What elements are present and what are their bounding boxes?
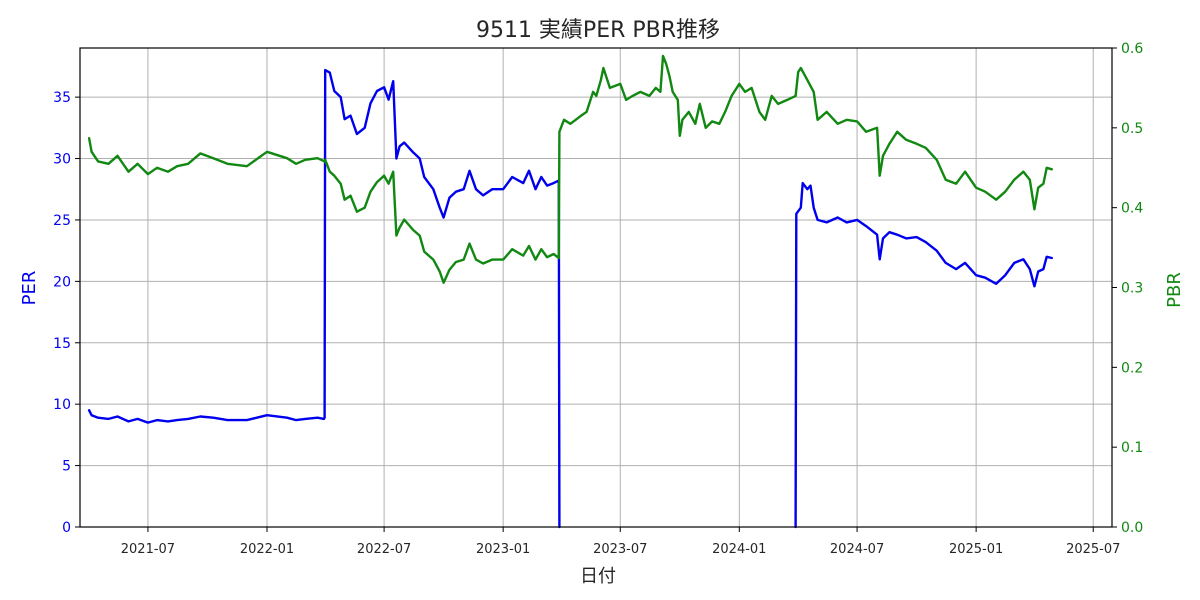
left-y-axis: 0 5 10 15 20 25 30 35 — [53, 90, 80, 536]
x-tick-label: 2023-07 — [593, 542, 647, 557]
grid-lines — [80, 48, 1112, 528]
x-tick-label: 2022-07 — [357, 542, 411, 557]
x-tick-label: 2022-01 — [240, 542, 294, 557]
right-tick-label: 0.1 — [1121, 440, 1143, 456]
left-tick-label: 30 — [53, 152, 71, 168]
x-axis: 2021-07 2022-01 2022-07 2023-01 2023-07 2024-… — [121, 527, 1120, 557]
right-tick-label: 0.0 — [1121, 520, 1143, 536]
left-tick-label: 10 — [53, 397, 71, 413]
left-tick-label: 15 — [53, 336, 71, 352]
x-tick-label: 2021-07 — [121, 542, 175, 557]
series-lines — [87, 54, 1054, 529]
left-tick-label: 25 — [53, 213, 71, 229]
right-tick-label: 0.3 — [1121, 281, 1143, 297]
left-tick-label: 35 — [53, 90, 71, 106]
x-tick-label: 2025-07 — [1066, 542, 1120, 557]
right-y-axis: 0.0 0.1 0.2 0.3 0.4 0.5 0.6 — [1112, 41, 1143, 536]
left-tick-label: 5 — [62, 459, 71, 475]
x-tick-label: 2023-01 — [476, 542, 530, 557]
plot-frame — [79, 47, 1113, 528]
right-tick-label: 0.6 — [1121, 41, 1143, 57]
right-tick-label: 0.5 — [1121, 121, 1143, 137]
x-tick-label: 2024-07 — [830, 542, 884, 557]
x-tick-label: 2024-01 — [712, 542, 766, 557]
chart-title: 9511 実績PER PBR推移 — [476, 18, 720, 43]
left-tick-label: 20 — [53, 274, 71, 290]
right-axis-label: PBR — [1164, 272, 1185, 308]
right-tick-label: 0.4 — [1121, 201, 1143, 217]
pbr-series-line — [87, 54, 1054, 284]
per-series-line-1 — [794, 181, 1054, 529]
right-tick-label: 0.2 — [1121, 360, 1143, 376]
x-tick-label: 2025-01 — [949, 542, 1003, 557]
left-axis-label: PER — [19, 271, 40, 306]
x-axis-label: 日付 — [580, 566, 616, 587]
left-tick-label: 0 — [62, 520, 71, 536]
per-series-line-0 — [87, 68, 561, 529]
